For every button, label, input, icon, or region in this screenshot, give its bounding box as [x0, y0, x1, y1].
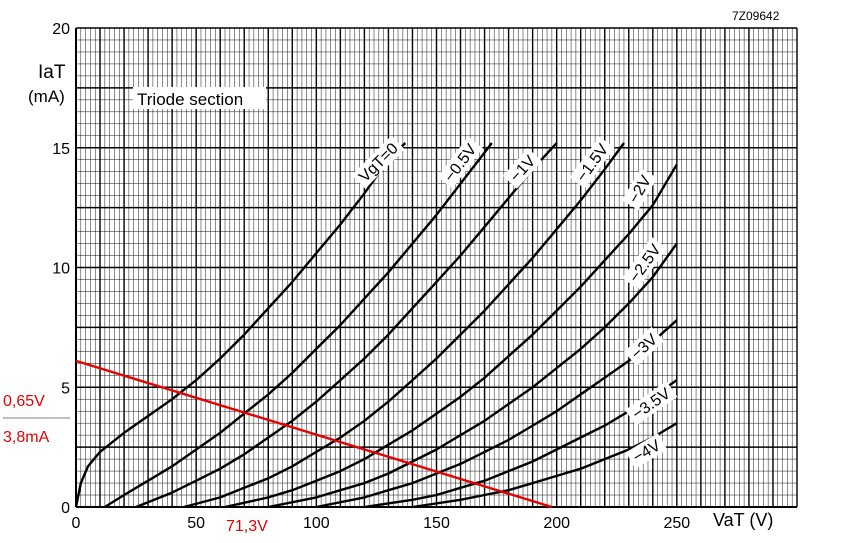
- chart-grid: [75, 27, 798, 508]
- x-tick-label: 0: [72, 515, 81, 532]
- x-axis-label: VaT (V): [713, 510, 773, 530]
- y-axis-label: IaT: [38, 62, 66, 83]
- x-tick-label: 150: [423, 515, 450, 532]
- series-label-bg: [569, 136, 615, 189]
- series-label-bg: [621, 168, 658, 210]
- y-tick-label: 20: [52, 21, 70, 38]
- series-curve: [104, 142, 493, 509]
- annotation-y-bottom: 3,8mA: [3, 429, 50, 446]
- series-label-bg: [625, 433, 668, 469]
- series-curve: [183, 142, 625, 509]
- chart-ticks: 0 50 100 150 200 250 0 5 10 15 20: [52, 21, 690, 532]
- series-curve: [74, 142, 407, 508]
- y-axis-unit: (mA): [28, 87, 65, 106]
- series-label-bg: [351, 135, 405, 189]
- annotation-x-value: 71,3V: [226, 518, 268, 535]
- annotation-y-top: 0,65V: [3, 393, 45, 410]
- x-tick-label: 250: [663, 515, 690, 532]
- series-label-bg: [622, 236, 668, 290]
- y-tick-label: 5: [61, 380, 70, 397]
- chart-axes: [75, 28, 797, 508]
- chart-curves: [74, 142, 678, 509]
- series-curve: [268, 242, 678, 509]
- series-label-bg: [502, 148, 543, 189]
- title-box: [133, 87, 266, 109]
- series-label-bg: [624, 381, 678, 426]
- series-curve: [135, 142, 558, 509]
- series-label-bg: [437, 136, 483, 189]
- y-tick-label: 15: [52, 141, 70, 158]
- x-tick-label: 200: [543, 515, 570, 532]
- series-curve: [316, 319, 678, 509]
- chart-title: Triode section: [137, 90, 243, 109]
- load-line: [75, 359, 553, 509]
- y-tick-label: 0: [61, 500, 70, 517]
- series-curve: [224, 163, 678, 509]
- ylabel-box: [24, 53, 72, 107]
- y-tick-label: 10: [52, 261, 70, 278]
- chart-load-line: [75, 359, 553, 509]
- doc-code: 7Z09642: [732, 9, 780, 23]
- series-label-bg: [623, 326, 665, 366]
- x-tick-label: 100: [303, 515, 330, 532]
- series-curve: [412, 422, 678, 509]
- x-tick-label: 50: [187, 515, 205, 532]
